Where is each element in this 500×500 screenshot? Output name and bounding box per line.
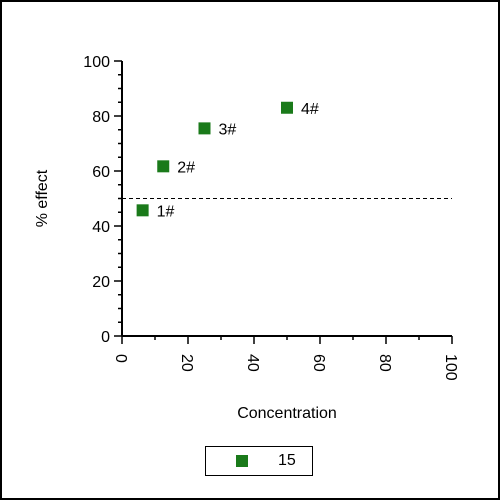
x-tick-label: 40 — [244, 354, 261, 372]
data-point-label: 1# — [157, 203, 175, 220]
y-tick-label: 80 — [92, 109, 110, 126]
x-axis-title: Concentration — [237, 405, 337, 422]
x-tick-label: 0 — [112, 354, 129, 363]
x-tick-label: 100 — [442, 354, 459, 381]
data-point — [157, 160, 170, 173]
data-point-label: 2# — [177, 159, 195, 176]
legend-swatch — [236, 455, 248, 467]
x-tick-label: 80 — [376, 354, 393, 372]
legend: 15 — [205, 446, 313, 476]
data-point — [136, 204, 149, 217]
y-tick-label: 100 — [83, 54, 110, 71]
y-tick-label: 20 — [92, 274, 110, 291]
data-point-label: 4# — [301, 101, 319, 118]
x-tick-label: 60 — [310, 354, 327, 372]
y-axis-title: % effect — [34, 169, 51, 227]
x-tick-label: 20 — [178, 354, 195, 372]
y-tick-label: 40 — [92, 219, 110, 236]
legend-label: 15 — [278, 452, 296, 469]
data-point — [198, 122, 211, 135]
data-point-label: 3# — [219, 121, 237, 138]
data-point — [281, 101, 293, 114]
y-tick-label: 0 — [101, 329, 110, 346]
y-tick-label: 60 — [92, 164, 110, 181]
